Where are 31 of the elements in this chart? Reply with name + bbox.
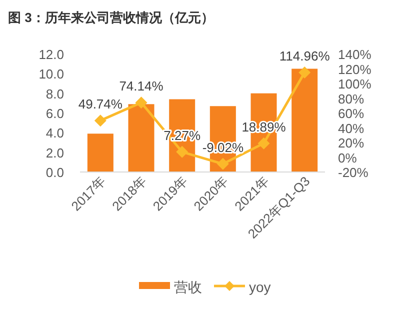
legend-label: 营收	[174, 279, 202, 295]
y-tick-label: 4.0	[46, 126, 64, 141]
y-tick-label: 0.0	[46, 165, 64, 180]
data-label: 49.74%	[78, 96, 123, 112]
y2-tick-label: 120%	[338, 62, 372, 77]
y2-tick-label: 0%	[338, 150, 358, 166]
bar	[292, 68, 318, 172]
point	[176, 146, 188, 158]
y2-tick-label: 80%	[338, 91, 364, 106]
y-tick-label: 2.0	[46, 145, 64, 160]
chart-title: 图 3：历年来公司营收情况（亿元）	[8, 10, 214, 25]
data-label: 74.14%	[119, 78, 164, 94]
y2-tick-label: 20%	[338, 136, 364, 150]
y2-tick-label: 60%	[338, 106, 364, 121]
y2-tick-label: 40%	[338, 120, 364, 136]
y-tick-label: 8.0	[46, 86, 64, 102]
y-tick-label: 12.0	[38, 47, 64, 62]
y-tick-label: 10.0	[38, 66, 64, 82]
y2-tick-label: 140%	[338, 47, 372, 62]
point	[135, 96, 148, 109]
bar	[128, 104, 154, 172]
point	[216, 158, 229, 170]
data-label: 114.96%	[279, 48, 330, 64]
y-tick-label: 6.0	[46, 106, 64, 121]
point	[94, 114, 106, 127]
point	[298, 66, 311, 78]
legend-label: yoy	[249, 279, 271, 295]
y2-tick-label: -20%	[338, 165, 369, 180]
point	[258, 137, 270, 150]
y2-tick-label: 100%	[338, 76, 372, 92]
bar	[87, 134, 114, 172]
